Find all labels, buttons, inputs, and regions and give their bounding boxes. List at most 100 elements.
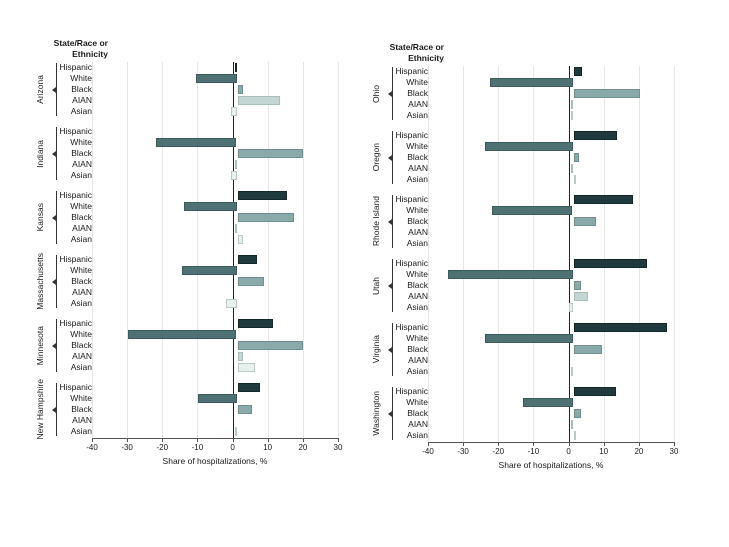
header-line2: Ethnicity bbox=[408, 52, 444, 63]
x-tick-label: -30 bbox=[457, 447, 469, 456]
bar-oregon-black bbox=[573, 153, 579, 162]
race-label-hispanic: Hispanic bbox=[59, 318, 92, 328]
bar-ohio-white bbox=[490, 78, 573, 87]
panel-right: State/Race or Ethnicity Ohio Hispanic Whit… bbox=[366, 42, 706, 522]
state-group-ohio: Ohio Hispanic White Black AIAN Asian bbox=[366, 66, 706, 121]
gridline bbox=[197, 62, 199, 438]
x-tick-label: 10 bbox=[263, 443, 273, 452]
x-tick-label: -40 bbox=[422, 447, 434, 456]
race-labels: Hispanic White Black AIAN Asian bbox=[57, 254, 96, 309]
bracket-arrow-icon bbox=[388, 410, 392, 417]
race-label-asian: Asian bbox=[406, 302, 428, 312]
state-label: Oregon bbox=[371, 143, 381, 172]
gridline bbox=[533, 66, 535, 442]
state-label-box: Arizona bbox=[30, 62, 50, 117]
gridline bbox=[498, 66, 500, 442]
x-tick-label: 0 bbox=[566, 447, 571, 456]
bar-indiana-asian bbox=[231, 171, 237, 180]
x-tick-label: -20 bbox=[156, 443, 169, 452]
race-labels: Hispanic White Black AIAN Asian bbox=[57, 62, 96, 117]
bars-area bbox=[432, 66, 678, 121]
state-group-new-hampshire: New Hampshire Hispanic White Black AIAN Asian bbox=[30, 379, 370, 440]
group-bracket bbox=[386, 66, 393, 121]
bar-new-hampshire-white bbox=[197, 394, 237, 403]
race-label-hispanic: Hispanic bbox=[59, 62, 92, 72]
x-tick-label: -10 bbox=[527, 447, 540, 456]
bar-rhode-island-white bbox=[491, 206, 573, 215]
zero-axis-line bbox=[232, 62, 234, 438]
bar-rhode-island-hispanic bbox=[573, 195, 634, 204]
bar-arizona-white bbox=[196, 74, 237, 83]
race-label-white: White bbox=[70, 73, 92, 83]
bracket-line bbox=[392, 131, 393, 184]
group-bracket bbox=[50, 318, 57, 373]
bar-indiana-aian bbox=[234, 160, 237, 169]
bracket-line bbox=[56, 383, 57, 436]
gridline bbox=[267, 62, 269, 438]
race-label-black: Black bbox=[407, 88, 428, 98]
bars-area bbox=[432, 130, 678, 185]
race-label-black: Black bbox=[71, 276, 92, 286]
panel-right-plot-background bbox=[428, 66, 675, 442]
bar-new-hampshire-asian bbox=[235, 427, 238, 436]
bar-massachusetts-hispanic bbox=[237, 255, 257, 264]
bar-virginia-black bbox=[573, 345, 602, 354]
state-label-box: Virginia bbox=[366, 322, 386, 377]
state-label-box: Minnesota bbox=[30, 318, 50, 373]
bar-utah-asian bbox=[569, 303, 573, 312]
group-bracket bbox=[386, 322, 393, 377]
bar-minnesota-aian bbox=[237, 352, 243, 361]
x-tick-mark bbox=[267, 439, 269, 442]
panel-left-x-axis-line bbox=[92, 438, 339, 439]
gridline bbox=[92, 62, 93, 438]
panel-left-header: State/Race or Ethnicity bbox=[30, 38, 108, 59]
race-label-white: White bbox=[406, 205, 428, 215]
bar-virginia-asian bbox=[571, 367, 574, 376]
group-bracket bbox=[386, 194, 393, 249]
race-label-white: White bbox=[70, 393, 92, 403]
x-tick-label: -20 bbox=[492, 447, 505, 456]
bar-arizona-asian bbox=[231, 107, 237, 116]
state-group-washington: Washington Hispanic White Black AIAN Asian bbox=[366, 386, 706, 441]
state-label-box: Indiana bbox=[30, 126, 50, 181]
bars-area bbox=[96, 254, 342, 309]
race-label-hispanic: Hispanic bbox=[395, 194, 428, 204]
state-label: Washington bbox=[371, 391, 381, 436]
bar-kansas-hispanic bbox=[237, 191, 287, 200]
state-group-rhode-island: Rhode Island Hispanic White Black AIAN Asian bbox=[366, 194, 706, 249]
bar-massachusetts-black bbox=[237, 277, 264, 286]
bracket-line bbox=[56, 191, 57, 244]
race-label-black: Black bbox=[407, 344, 428, 354]
panel-right-x-axis-label: Share of hospitalizations, % bbox=[498, 460, 604, 470]
x-tick-label: -30 bbox=[121, 443, 133, 452]
bars-area bbox=[96, 382, 342, 437]
state-label: New Hampshire bbox=[35, 379, 45, 440]
group-bracket bbox=[386, 386, 393, 441]
bar-washington-white bbox=[523, 398, 573, 407]
bracket-line bbox=[392, 195, 393, 248]
state-group-kansas: Kansas Hispanic White Black AIAN Asian bbox=[30, 190, 370, 245]
bracket-arrow-icon bbox=[52, 278, 56, 285]
x-tick-mark bbox=[197, 439, 199, 442]
state-label: Minnesota bbox=[35, 325, 45, 366]
race-label-hispanic: Hispanic bbox=[395, 130, 428, 140]
x-tick-mark bbox=[603, 443, 605, 446]
bars-area bbox=[432, 194, 678, 249]
race-label-hispanic: Hispanic bbox=[59, 382, 92, 392]
race-label-white: White bbox=[406, 397, 428, 407]
state-label: Kansas bbox=[35, 203, 45, 232]
race-labels: Hispanic White Black AIAN Asian bbox=[393, 386, 432, 441]
race-labels: Hispanic White Black AIAN Asian bbox=[393, 194, 432, 249]
bar-ohio-aian bbox=[570, 100, 573, 109]
race-label-black: Black bbox=[407, 152, 428, 162]
x-tick-mark bbox=[428, 443, 429, 446]
bracket-arrow-icon bbox=[52, 86, 56, 93]
bar-virginia-hispanic bbox=[573, 323, 667, 332]
bar-new-hampshire-black bbox=[237, 405, 252, 414]
race-labels: Hispanic White Black AIAN Asian bbox=[57, 126, 96, 181]
race-labels: Hispanic White Black AIAN Asian bbox=[393, 322, 432, 377]
x-tick-mark bbox=[92, 439, 93, 442]
bar-oregon-asian bbox=[573, 175, 576, 184]
race-labels: Hispanic White Black AIAN Asian bbox=[393, 258, 432, 313]
